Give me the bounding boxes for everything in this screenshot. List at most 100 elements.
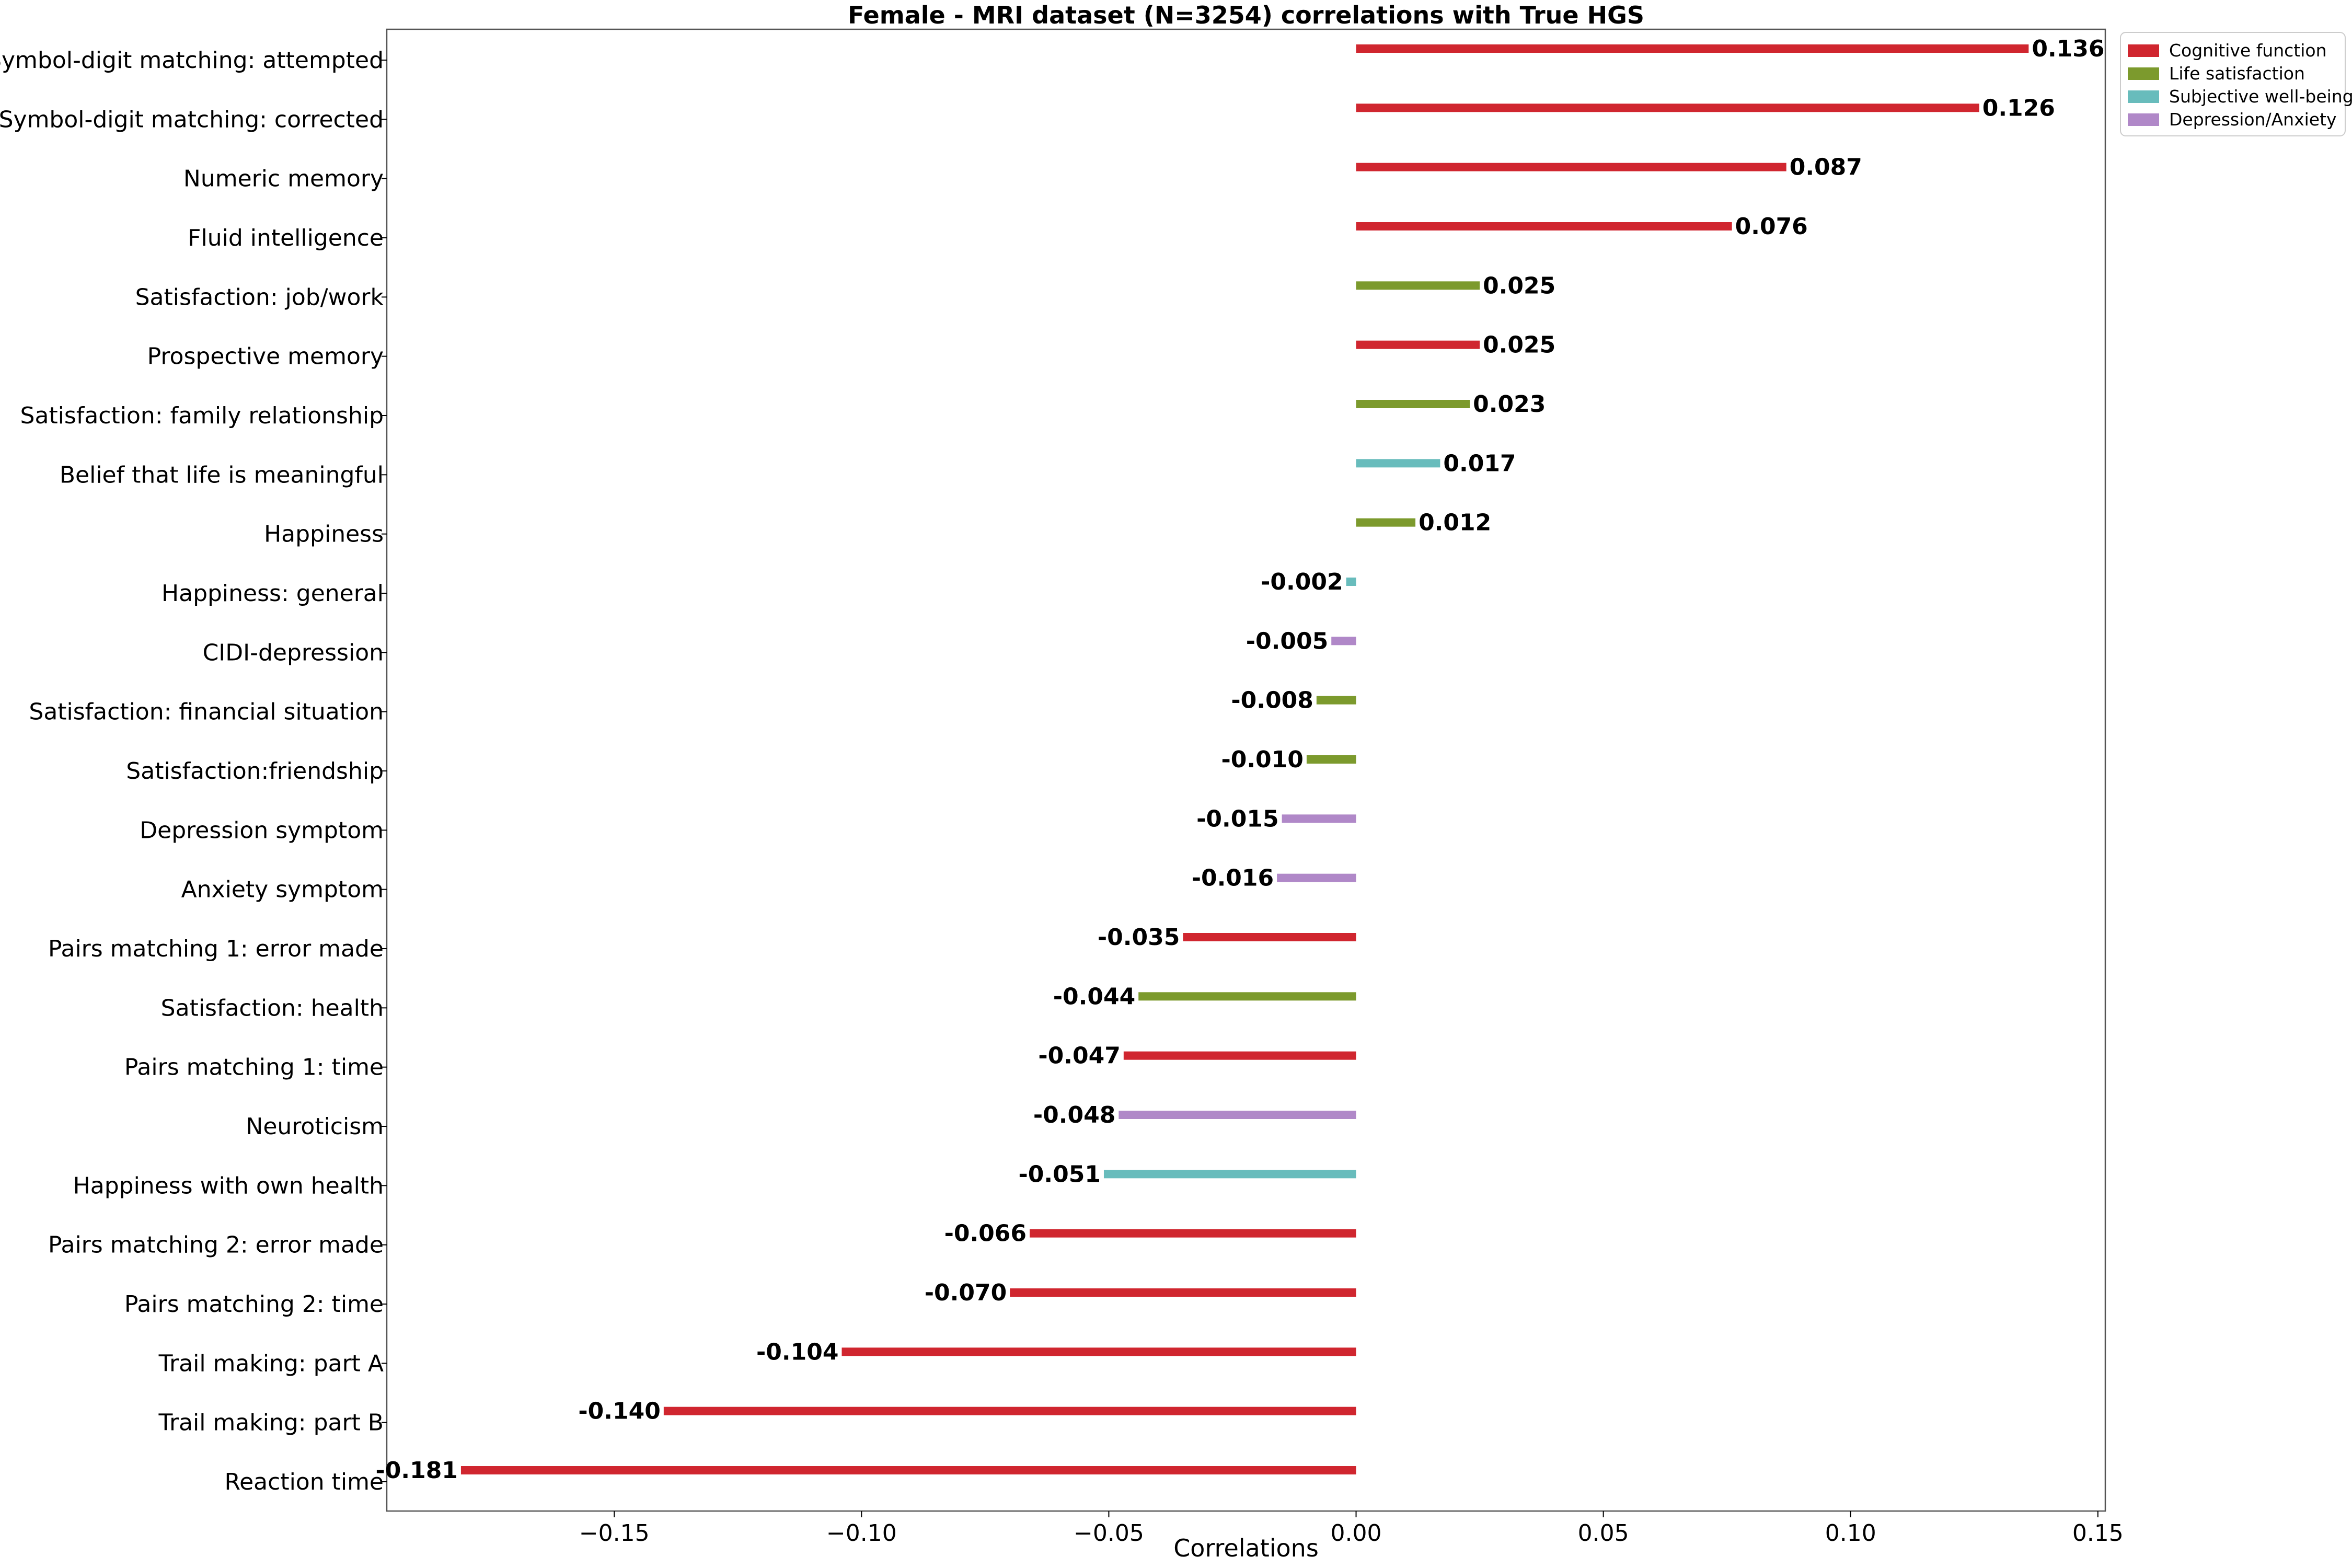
- value-label: 0.023: [1473, 391, 1546, 418]
- category-label: Pairs matching 2: time: [124, 1291, 384, 1318]
- legend-entry: Subjective well-being: [2169, 86, 2352, 107]
- bar: [1282, 814, 1356, 823]
- value-label: -0.016: [1192, 865, 1274, 892]
- bar: [1316, 696, 1356, 705]
- bar: [1356, 518, 1416, 527]
- x-tick-label: 0.00: [1331, 1520, 1382, 1547]
- bar: [1356, 222, 1732, 230]
- bar: [1030, 1229, 1356, 1238]
- category-label: Happiness: [264, 521, 384, 548]
- category-label: Pairs matching 1: error made: [48, 936, 384, 962]
- bar: [1346, 578, 1356, 586]
- bar: [1356, 459, 1440, 468]
- bar: [1183, 933, 1356, 941]
- bar: [1356, 163, 1786, 171]
- x-tick-label: −0.05: [1074, 1520, 1144, 1547]
- value-label: -0.070: [925, 1279, 1007, 1306]
- category-label: Neuroticism: [246, 1113, 384, 1140]
- value-label: -0.002: [1261, 569, 1343, 595]
- category-label: Pairs matching 1: time: [124, 1054, 384, 1081]
- x-tick-label: 0.05: [1578, 1520, 1629, 1547]
- category-label: Fluid intelligence: [188, 225, 384, 251]
- x-tick-label: −0.15: [579, 1520, 650, 1547]
- category-label: Satisfaction:friendship: [126, 758, 384, 785]
- x-tick-label: 0.10: [1825, 1520, 1876, 1547]
- category-label: Depression symptom: [140, 817, 384, 844]
- category-label: Anxiety symptom: [181, 877, 384, 903]
- legend-entry: Depression/Anxiety: [2169, 109, 2337, 130]
- value-label: -0.015: [1196, 805, 1278, 832]
- bar: [1356, 44, 2029, 53]
- category-label: Numeric memory: [183, 166, 384, 192]
- value-label: 0.025: [1483, 272, 1555, 299]
- value-label: -0.035: [1098, 924, 1180, 951]
- legend-entry: Cognitive function: [2169, 40, 2327, 61]
- bar: [1103, 1170, 1356, 1179]
- category-label: Reaction time: [225, 1469, 384, 1495]
- category-label: Satisfaction: financial situation: [29, 699, 384, 725]
- category-label: Satisfaction: job/work: [135, 284, 384, 310]
- value-label: 0.012: [1419, 510, 1491, 536]
- x-axis-ticks: −0.15 −0.10 −0.05 0.00 0.05 0.10 0.15: [579, 1511, 2124, 1547]
- bar: [1356, 103, 1979, 112]
- legend-entry: Life satisfaction: [2169, 63, 2305, 84]
- value-label: -0.181: [375, 1457, 457, 1484]
- bar: [841, 1347, 1356, 1356]
- legend-swatch: [2128, 90, 2159, 103]
- value-label: -0.044: [1053, 983, 1135, 1010]
- bar: [1356, 400, 1470, 408]
- value-label: -0.104: [756, 1339, 838, 1365]
- bar: [1356, 340, 1480, 349]
- category-label: Trail making: part B: [158, 1410, 384, 1436]
- value-label: 0.025: [1483, 332, 1555, 359]
- value-label: -0.066: [944, 1220, 1027, 1247]
- bar: [460, 1466, 1356, 1474]
- value-label: -0.005: [1246, 628, 1328, 654]
- value-label: 0.017: [1443, 450, 1516, 477]
- category-label: Trail making: part A: [158, 1350, 384, 1377]
- category-label: Belief that life is meaningful: [60, 462, 384, 488]
- category-labels: Symbol-digit matching: attempted Symbol-d…: [0, 47, 387, 1495]
- chart-title: Female - MRI dataset (N=3254) correlatio…: [848, 1, 1644, 29]
- category-label: Pairs matching 2: error made: [48, 1232, 384, 1259]
- category-label: Happiness: general: [162, 580, 384, 607]
- legend-frame: [2120, 32, 2346, 136]
- bar: [1277, 873, 1356, 882]
- bar: [1123, 1051, 1356, 1060]
- value-label: -0.048: [1033, 1102, 1115, 1128]
- category-label: Symbol-digit matching: corrected: [0, 106, 384, 133]
- value-label: -0.010: [1221, 746, 1303, 773]
- legend-swatch: [2128, 44, 2159, 57]
- value-label: -0.008: [1231, 687, 1313, 714]
- value-label: -0.051: [1019, 1161, 1101, 1187]
- legend-swatch: [2128, 67, 2159, 80]
- category-label: Symbol-digit matching: attempted: [0, 47, 384, 74]
- bar: [1306, 755, 1356, 764]
- bar: [1119, 1111, 1356, 1119]
- x-tick-label: 0.15: [2072, 1520, 2124, 1547]
- category-label: Prospective memory: [147, 343, 384, 370]
- category-label: Happiness with own health: [73, 1172, 384, 1199]
- category-label: CIDI-depression: [203, 639, 384, 666]
- bar: [1331, 637, 1356, 645]
- bar: [1010, 1288, 1356, 1297]
- plot-area: [386, 28, 2106, 1512]
- value-label: 0.076: [1735, 213, 1808, 240]
- x-tick-label: −0.10: [826, 1520, 897, 1547]
- bar: [663, 1406, 1356, 1415]
- value-label: 0.126: [1982, 95, 2055, 121]
- legend-swatch: [2128, 113, 2159, 126]
- value-label: 0.087: [1790, 154, 1862, 181]
- value-label: 0.136: [2032, 36, 2104, 62]
- value-label: -0.140: [578, 1398, 660, 1425]
- value-labels: 0.136 0.126 0.087 0.076 0.025 0.025 0.023 0.017…: [375, 36, 2104, 1484]
- bars-group: [460, 44, 2029, 1474]
- category-label: Satisfaction: health: [161, 995, 384, 1021]
- bar: [1356, 281, 1480, 290]
- bar: [1138, 992, 1356, 1001]
- value-label: -0.047: [1038, 1043, 1120, 1069]
- x-axis-label: Correlations: [1173, 1534, 1319, 1562]
- category-label: Satisfaction: family relationship: [20, 402, 384, 429]
